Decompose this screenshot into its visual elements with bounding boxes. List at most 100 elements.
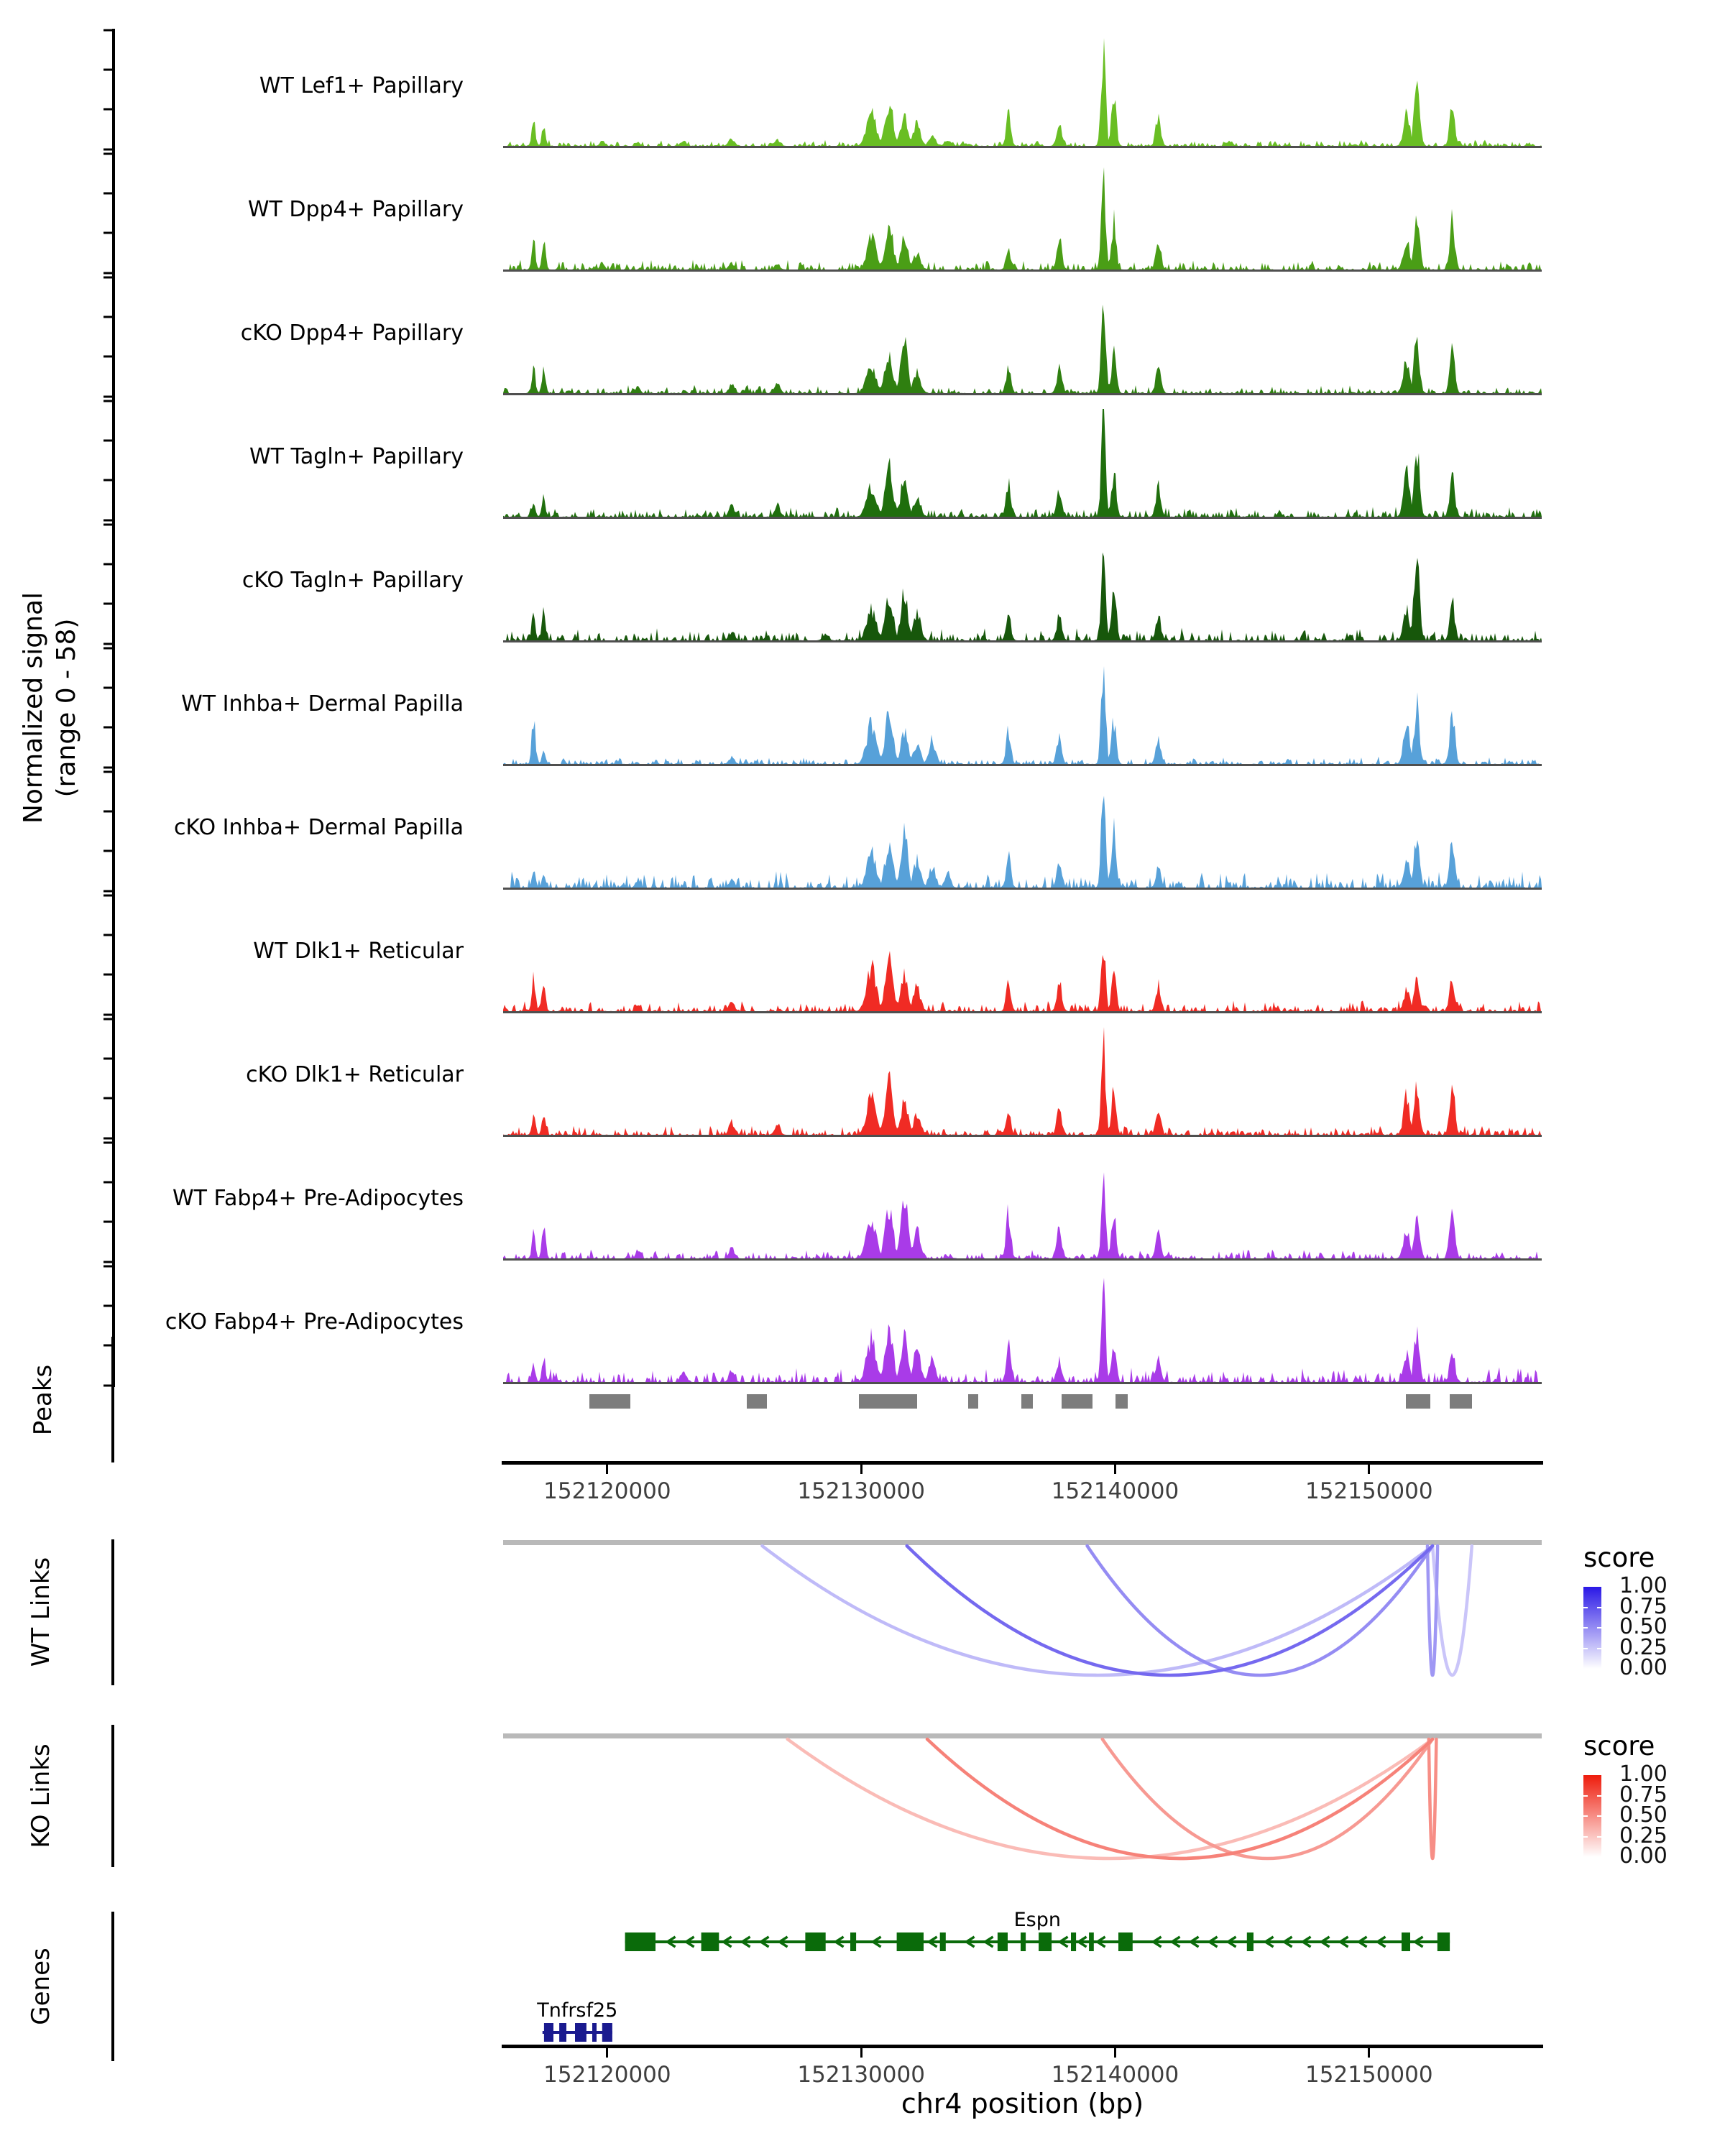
track-labels-column: WT Lef1+ Papillary WT Dpp4+ Papillary cKO … — [126, 29, 464, 1394]
gene-exon — [1402, 1932, 1410, 1951]
strand-arrow-icon — [740, 1935, 751, 1948]
strand-arrow-icon — [833, 1935, 845, 1948]
gene-exon — [543, 2023, 553, 2042]
x-axis-title: chr4 position (bp) — [901, 2088, 1144, 2119]
genomic-axis-bottom: 152120000 152130000 152140000 152150000 — [502, 2045, 1543, 2102]
strand-arrow-icon — [1319, 1935, 1330, 1948]
track-label: WT Inhba+ Dermal Papilla — [181, 691, 464, 717]
axis-line — [502, 1461, 1543, 1465]
track-baseline — [503, 1258, 1542, 1261]
legend-tick: 0.50 — [1619, 1614, 1668, 1639]
axis-tick-label: 152120000 — [543, 2062, 671, 2088]
peak-interval — [858, 1394, 917, 1409]
strand-arrow-icon — [665, 1935, 676, 1948]
strand-arrow-icon — [1338, 1935, 1349, 1948]
legend-tick: 1.00 — [1619, 1761, 1668, 1787]
legend-tick: 0.25 — [1619, 1634, 1668, 1660]
track-baseline — [503, 1135, 1542, 1137]
peak-interval — [589, 1394, 630, 1409]
legend-dash — [1597, 1795, 1601, 1797]
ko-links-panel-label: KO Links — [27, 1743, 55, 1848]
track-label: cKO Dlk1+ Reticular — [246, 1062, 464, 1087]
gene-exon — [1118, 1932, 1133, 1951]
coverage-track-svg — [503, 1027, 1542, 1137]
strand-arrow-icon — [1300, 1935, 1312, 1948]
gene-exon — [850, 1932, 857, 1951]
strand-arrow-icon — [1207, 1935, 1218, 1948]
strand-arrow-icon — [1169, 1935, 1181, 1948]
strand-arrow-icon — [1151, 1935, 1162, 1948]
track-label: WT Fabp4+ Pre-Adipocytes — [172, 1186, 464, 1211]
strand-arrow-icon — [1412, 1935, 1424, 1948]
gene-models: Espn Tnfrsf25 — [536, 1909, 1450, 2042]
gene-name-label: Espn — [1014, 1909, 1061, 1931]
coverage-track-svg — [503, 409, 1542, 519]
peak-interval — [1115, 1394, 1128, 1409]
legend-dash — [1597, 1647, 1601, 1649]
legend-dash — [1597, 1815, 1601, 1817]
peak-interval — [1406, 1394, 1430, 1409]
axis-tick — [606, 2048, 609, 2058]
track-label: WT Tagln+ Papillary — [249, 444, 464, 469]
link-arc — [760, 1544, 1435, 1677]
gene-exon — [575, 2023, 586, 2042]
coverage-track-svg — [503, 796, 1542, 890]
wt-links-panel-label: WT Links — [27, 1557, 55, 1667]
gene-name-label: Tnfrsf25 — [536, 1999, 617, 2022]
peak-interval — [1021, 1394, 1033, 1409]
legend-dash — [1583, 1627, 1588, 1628]
coverage-area — [503, 665, 1542, 764]
gene-exon — [625, 1932, 656, 1951]
coverage-track-svg — [503, 665, 1542, 766]
axis-tick — [1368, 1465, 1371, 1474]
coverage-track-svg — [503, 38, 1542, 148]
track-baseline — [503, 146, 1542, 148]
axis-tick — [860, 1465, 862, 1474]
gene-exon — [1246, 1932, 1254, 1951]
link-arc — [905, 1544, 1435, 1677]
gene-exon — [1039, 1932, 1052, 1951]
gene-exon — [592, 2023, 597, 2042]
legend-tick: 0.00 — [1619, 1843, 1668, 1869]
track-baseline — [503, 1011, 1542, 1013]
coverage-tracks-area — [503, 29, 1542, 1394]
strand-arrow-icon — [1263, 1935, 1274, 1948]
peak-interval — [967, 1394, 978, 1409]
track-label: WT Dlk1+ Reticular — [253, 939, 464, 964]
legend-dash — [1583, 1835, 1588, 1838]
link-arc — [1085, 1544, 1435, 1677]
coverage-track-svg — [503, 951, 1542, 1013]
gene-exon — [602, 2023, 612, 2042]
track-label: cKO Tagln+ Papillary — [242, 568, 464, 593]
coverage-track-svg — [503, 1278, 1542, 1384]
strand-arrow-icon — [1057, 1935, 1069, 1948]
link-arc — [1430, 1544, 1474, 1677]
legend-dash — [1583, 1795, 1588, 1797]
track-baseline — [503, 517, 1542, 519]
genomic-axis-top: 152120000 152130000 152140000 152150000 — [502, 1461, 1543, 1519]
coverage-track-svg — [503, 304, 1542, 395]
legend-tick: 0.25 — [1619, 1823, 1668, 1848]
legend-dash — [1597, 1627, 1601, 1628]
strand-arrow-icon — [964, 1935, 975, 1948]
strand-arrow-icon — [1095, 1935, 1106, 1948]
wt-legend-title: score — [1583, 1542, 1655, 1573]
strand-arrow-icon — [777, 1935, 788, 1948]
legend-tick: 1.00 — [1619, 1573, 1668, 1598]
track-label: cKO Dpp4+ Papillary — [240, 321, 464, 346]
coverage-area — [503, 1027, 1542, 1135]
track-label: WT Lef1+ Papillary — [259, 73, 464, 98]
strand-arrow-icon — [926, 1935, 938, 1948]
peak-interval — [1450, 1394, 1472, 1409]
axis-tick — [860, 2048, 862, 2058]
coverage-area — [503, 951, 1542, 1011]
gene-exon — [896, 1932, 924, 1951]
genes-axis-line — [111, 1912, 114, 2061]
legend-tick: 0.50 — [1619, 1802, 1668, 1828]
coverage-track-svg — [503, 552, 1542, 642]
track-baseline — [503, 764, 1542, 766]
coverage-area — [503, 1278, 1542, 1382]
axis-tick-label: 152150000 — [1305, 2062, 1433, 2088]
strand-arrow-icon — [1356, 1935, 1368, 1948]
peak-interval — [1062, 1394, 1092, 1409]
